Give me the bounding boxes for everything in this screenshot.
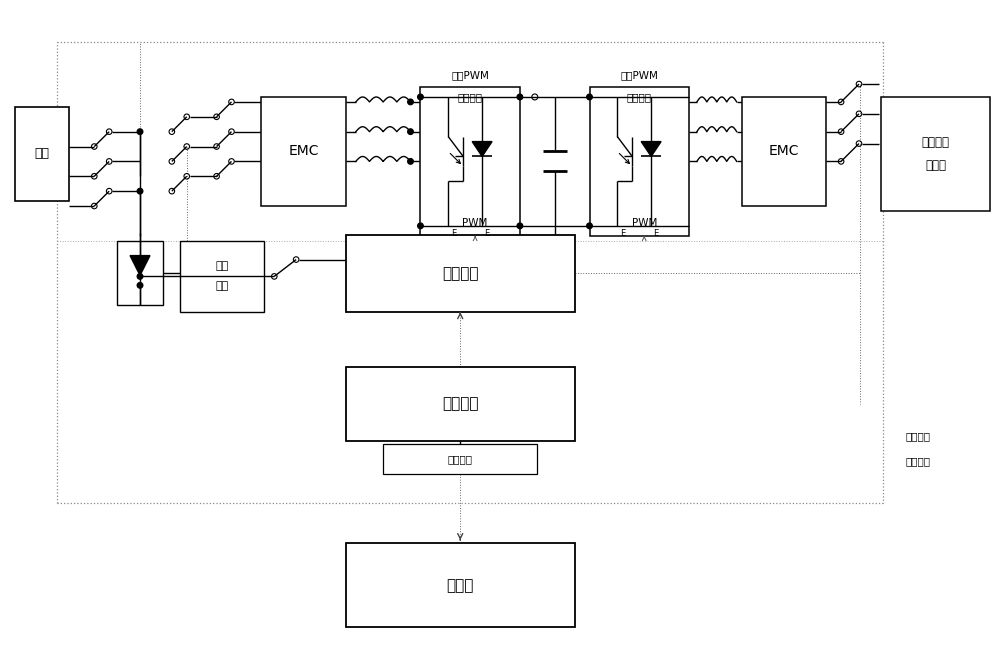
Text: E: E [484,229,490,238]
Bar [346,367,575,441]
Bar [117,241,163,305]
Polygon shape [472,142,492,157]
Circle shape [408,159,413,164]
Bar [590,87,689,236]
Bar [742,97,826,206]
Text: 永磁同步: 永磁同步 [922,136,950,149]
Text: 三相PWM: 三相PWM [620,70,658,80]
Bar [261,97,346,206]
Circle shape [137,258,143,263]
Text: 小功率风: 小功率风 [906,431,931,441]
Text: 发电机: 发电机 [925,159,946,172]
Text: EMC: EMC [769,144,799,159]
Bar [548,237,562,263]
Circle shape [517,94,523,100]
Text: E: E [620,229,625,238]
Text: E: E [654,229,659,238]
Text: 电源: 电源 [215,261,229,272]
Circle shape [137,188,143,194]
Text: 电变流器: 电变流器 [906,455,931,466]
Text: PWM: PWM [632,218,657,228]
Bar [346,543,575,628]
Bar [15,107,69,201]
Polygon shape [130,256,150,276]
Text: 整流模块: 整流模块 [627,92,652,102]
Text: EMC: EMC [288,144,319,159]
Text: 控制微机: 控制微机 [442,397,478,411]
Text: E: E [451,229,456,238]
Text: 电网: 电网 [35,148,50,160]
Circle shape [137,283,143,288]
Circle shape [408,129,413,135]
Circle shape [418,223,423,228]
Bar [346,235,575,312]
Circle shape [137,129,143,135]
Circle shape [137,274,143,280]
Text: PWM: PWM [462,218,488,228]
Bar [180,241,264,312]
Circle shape [517,223,523,228]
Circle shape [587,223,592,228]
Circle shape [587,94,592,100]
Text: 模块: 模块 [215,281,229,291]
Text: 上位机: 上位机 [447,578,474,593]
Text: 逆变模块: 逆变模块 [458,92,483,102]
Text: 三相PWM: 三相PWM [451,70,489,80]
Bar [881,97,990,211]
Text: 通讯接口: 通讯接口 [447,454,472,464]
Polygon shape [641,142,661,157]
Bar [420,87,520,236]
Text: 驱动微机: 驱动微机 [442,266,478,281]
Bar [383,444,537,474]
Circle shape [408,99,413,105]
Circle shape [418,94,423,100]
